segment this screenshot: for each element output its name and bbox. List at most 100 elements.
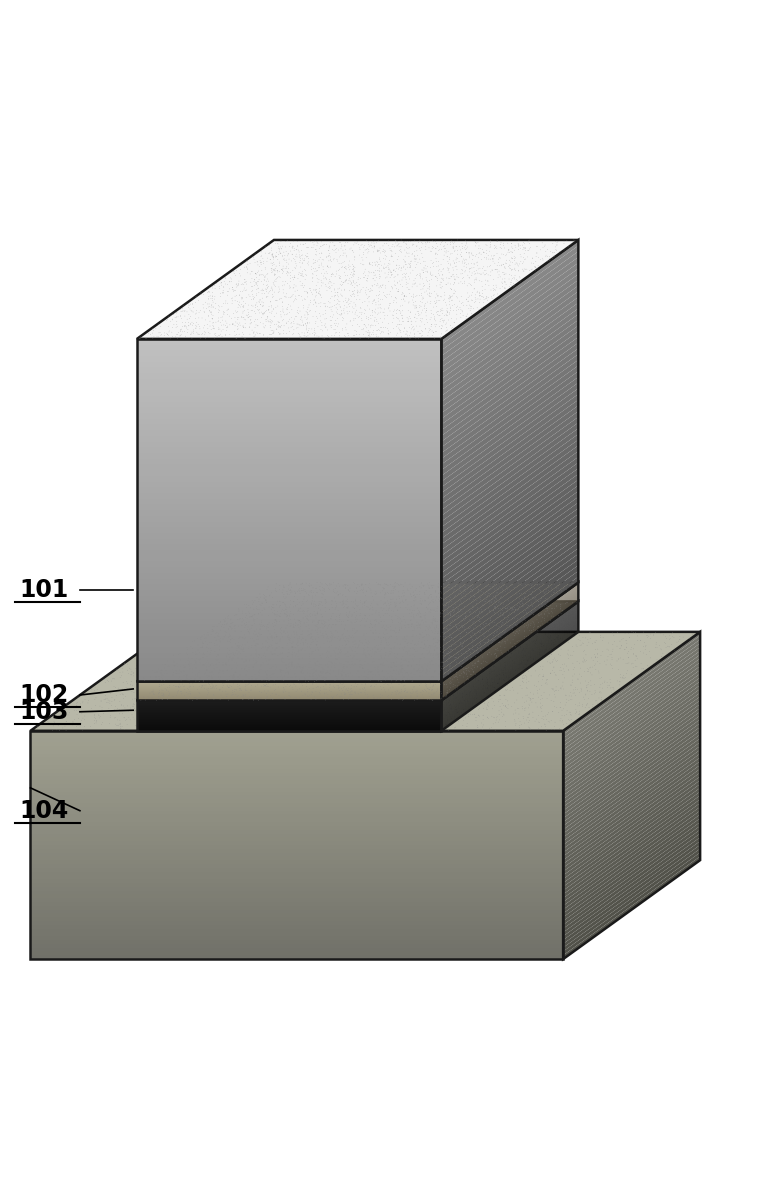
Point — [449, 719, 461, 738]
Point — [214, 641, 226, 660]
Point — [511, 631, 523, 650]
Point — [271, 291, 283, 310]
Point — [508, 268, 520, 287]
Point — [420, 676, 432, 695]
Point — [533, 605, 546, 624]
Point — [218, 689, 230, 708]
Point — [260, 238, 272, 257]
Point — [438, 649, 450, 668]
Point — [344, 680, 356, 699]
Point — [163, 326, 175, 345]
Point — [342, 624, 355, 643]
Point — [432, 688, 444, 707]
Point — [280, 637, 292, 656]
Point — [248, 599, 260, 618]
Point — [282, 299, 294, 317]
Point — [318, 695, 330, 714]
Polygon shape — [563, 746, 700, 848]
Point — [57, 719, 69, 738]
Point — [416, 289, 428, 308]
Point — [403, 657, 415, 676]
Point — [249, 688, 261, 707]
Point — [352, 283, 364, 302]
Point — [332, 644, 344, 663]
Point — [468, 255, 480, 274]
Point — [483, 719, 495, 738]
Polygon shape — [441, 559, 578, 664]
Point — [476, 602, 488, 621]
Point — [501, 602, 514, 621]
Point — [303, 597, 315, 616]
Point — [433, 702, 445, 721]
Point — [664, 627, 676, 645]
Point — [250, 644, 262, 663]
Point — [310, 671, 323, 690]
Point — [524, 683, 537, 702]
Polygon shape — [441, 584, 578, 683]
Point — [330, 601, 342, 620]
Point — [391, 629, 403, 648]
Point — [393, 281, 405, 300]
Point — [294, 648, 306, 667]
Point — [343, 281, 355, 300]
Point — [212, 303, 224, 322]
Point — [342, 256, 355, 275]
Point — [188, 661, 200, 680]
Point — [285, 660, 298, 678]
Point — [297, 609, 309, 628]
Point — [359, 630, 371, 649]
Point — [267, 598, 279, 617]
Point — [324, 637, 336, 656]
Point — [481, 236, 493, 255]
Point — [432, 287, 444, 306]
Point — [187, 663, 199, 682]
Point — [533, 666, 546, 684]
Point — [345, 310, 357, 329]
Point — [282, 663, 294, 682]
Point — [231, 302, 244, 321]
Point — [127, 697, 139, 716]
Point — [238, 688, 250, 707]
Point — [428, 310, 441, 329]
Point — [574, 694, 586, 713]
Point — [246, 618, 258, 637]
Point — [207, 658, 219, 677]
Point — [309, 314, 321, 333]
Point — [211, 658, 223, 677]
Point — [383, 660, 395, 678]
Point — [482, 270, 494, 289]
Point — [163, 657, 175, 676]
Point — [417, 657, 429, 676]
Point — [240, 697, 253, 716]
Point — [263, 599, 275, 618]
Point — [352, 286, 364, 304]
Point — [432, 694, 444, 713]
Point — [273, 267, 285, 286]
Point — [201, 661, 213, 680]
Point — [358, 640, 370, 658]
Point — [614, 673, 626, 691]
Point — [406, 245, 418, 264]
Point — [358, 627, 370, 645]
Point — [185, 677, 197, 696]
Point — [546, 602, 558, 621]
Point — [172, 671, 184, 690]
Point — [485, 609, 497, 628]
Point — [540, 247, 552, 266]
Point — [324, 329, 336, 348]
Point — [154, 326, 167, 345]
Point — [431, 291, 443, 310]
Point — [362, 693, 374, 712]
Point — [276, 297, 288, 316]
Point — [483, 602, 495, 621]
Point — [386, 584, 398, 603]
Point — [145, 719, 157, 738]
Point — [291, 690, 304, 709]
Point — [472, 719, 484, 738]
Polygon shape — [441, 597, 578, 696]
Point — [246, 673, 258, 691]
Point — [371, 573, 383, 592]
Point — [504, 256, 516, 275]
Point — [209, 654, 221, 673]
Point — [512, 615, 524, 634]
